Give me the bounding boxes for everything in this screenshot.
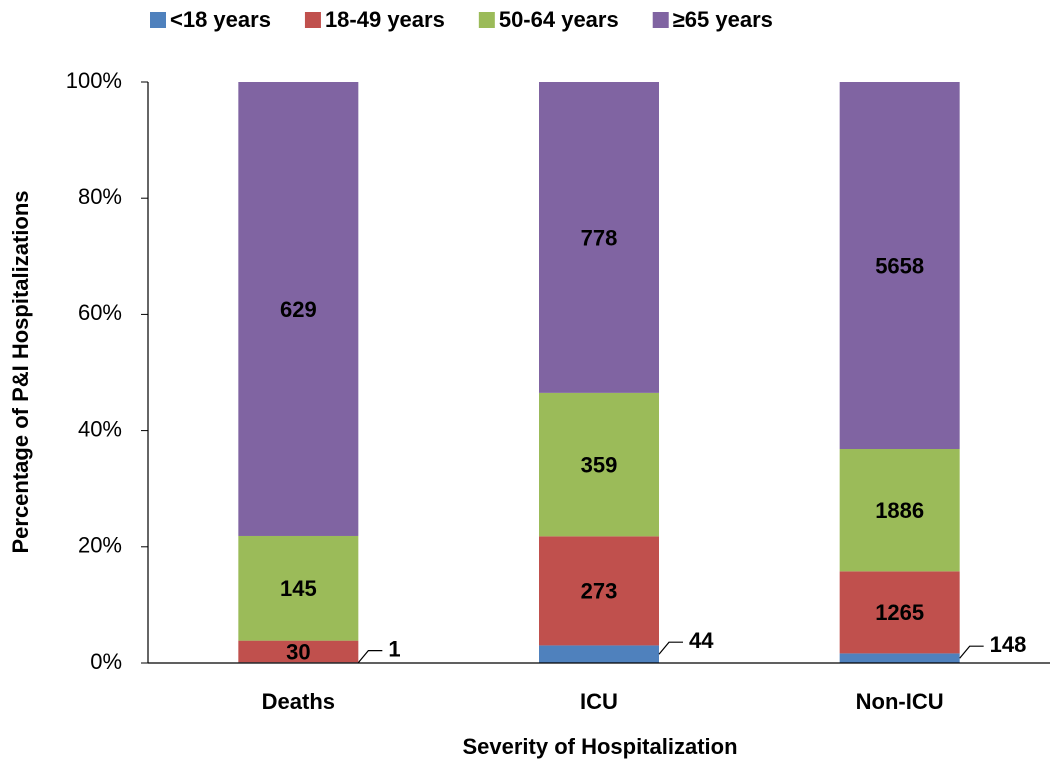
y-tick-label: 40% xyxy=(78,416,122,441)
legend-swatch xyxy=(304,12,321,28)
y-tick-label: 80% xyxy=(78,184,122,209)
x-tick-label: Non-ICU xyxy=(856,689,944,714)
x-tick-label: Deaths xyxy=(262,689,335,714)
leader-line xyxy=(959,645,984,659)
data-label: 629 xyxy=(280,297,317,322)
legend-label: 18-49 years xyxy=(325,7,445,32)
data-label: 778 xyxy=(581,225,618,250)
legend-label: 50-64 years xyxy=(499,7,619,32)
y-tick-label: 0% xyxy=(90,649,122,674)
data-label: 30 xyxy=(286,639,310,664)
bar-segment xyxy=(839,653,960,663)
y-tick-label: 20% xyxy=(78,533,122,558)
y-axis-title: Percentage of P&I Hospitalizations xyxy=(8,190,33,553)
bar-segment xyxy=(238,535,359,641)
bar-segment xyxy=(839,571,960,654)
legend-label: ≥65 years xyxy=(673,7,773,32)
leader-line xyxy=(357,650,383,664)
data-label: 44 xyxy=(689,628,714,653)
leader-line xyxy=(658,641,683,655)
bar-segment xyxy=(238,640,359,663)
bar-segment xyxy=(539,536,659,646)
x-tick-label: ICU xyxy=(580,689,618,714)
y-tick-label: 100% xyxy=(66,68,122,93)
bar-segment xyxy=(238,82,359,536)
x-axis-title: Severity of Hospitalization xyxy=(462,734,737,759)
data-label: 1265 xyxy=(875,600,924,625)
data-label: 148 xyxy=(990,632,1027,657)
legend-swatch xyxy=(478,12,495,28)
legend-swatch xyxy=(150,12,166,28)
y-tick-label: 60% xyxy=(78,300,122,325)
bar-segment xyxy=(539,645,659,663)
data-label: 1886 xyxy=(875,498,924,523)
data-label: 359 xyxy=(581,452,618,477)
data-label: 5658 xyxy=(875,253,924,278)
data-label: 1 xyxy=(388,636,400,661)
bar-segment xyxy=(839,449,960,572)
bar-segment xyxy=(539,82,659,393)
legend-label: <18 years xyxy=(170,7,271,32)
data-label: 273 xyxy=(581,579,618,604)
legend-swatch xyxy=(652,12,669,28)
bar-segment xyxy=(539,392,659,537)
data-label: 145 xyxy=(280,576,317,601)
bar-segment xyxy=(839,82,960,450)
